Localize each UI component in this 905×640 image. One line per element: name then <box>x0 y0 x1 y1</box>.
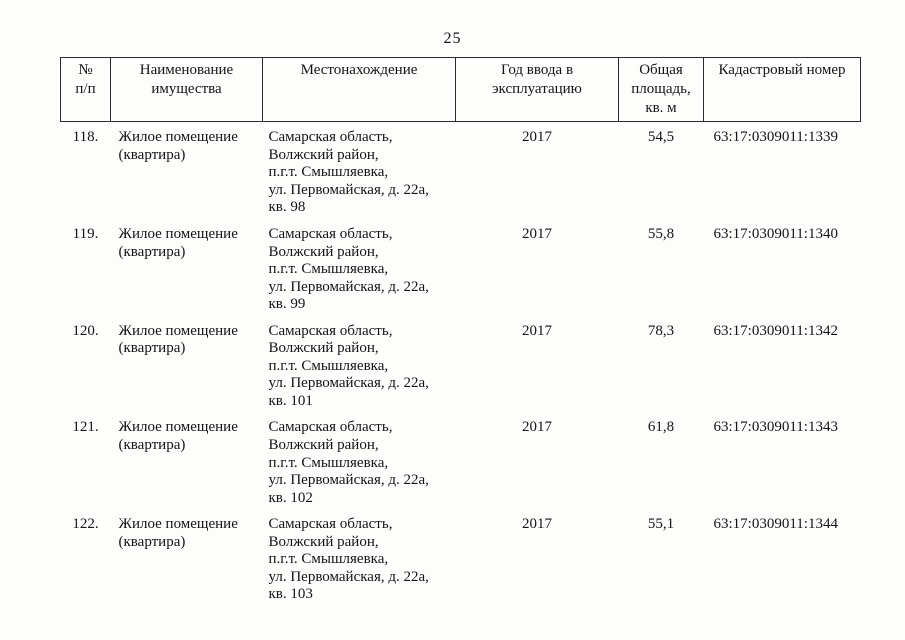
table-row: 118. Жилое помещение (квартира) Самарская … <box>61 122 861 219</box>
cell-location: Самарская область, Волжский район, п.г.т… <box>268 516 429 603</box>
cell-cadastral-number: 63:17:0309011:1340 <box>713 225 838 242</box>
cell-total-area: 54,5 <box>647 129 675 146</box>
cell-cadastral-number: 63:17:0309011:1342 <box>713 322 838 339</box>
cell-commissioning-year: 2017 <box>522 129 552 146</box>
cell-location: Самарская область, Волжский район, п.г.т… <box>268 225 429 313</box>
table-row: 121. Жилое помещение (квартира) Самарская … <box>61 412 861 509</box>
cell-location: Самарская область, Волжский район, п.г.т… <box>268 129 429 216</box>
header-cadastral-number: Кадастровый номер <box>703 56 861 123</box>
header-property-name: Наименование имущества <box>110 56 263 123</box>
table-header-row: № п/п Наименование имущества Местонахожд… <box>60 56 861 123</box>
header-total-area: Общая площадь, кв. м <box>618 56 704 123</box>
header-number: № п/п <box>60 56 111 123</box>
cell-property-name: Жилое помещение (квартира) <box>118 419 238 453</box>
cell-location: Самарская область, Волжский район, п.г.т… <box>268 419 429 506</box>
property-table: № п/п Наименование имущества Местонахожд… <box>60 56 861 606</box>
cell-location: Самарская область, Волжский район, п.г.т… <box>268 322 429 409</box>
cell-number: 120. <box>72 322 99 339</box>
cell-property-name: Жилое помещение (квартира) <box>118 129 238 163</box>
page-number: 25 <box>443 30 462 47</box>
cell-cadastral-number: 63:17:0309011:1343 <box>713 419 838 436</box>
cell-commissioning-year: 2017 <box>522 225 552 242</box>
table-row: 119. Жилое помещение (квартира) Самарская … <box>61 219 861 316</box>
cell-number: 118. <box>72 129 99 146</box>
cell-number: 122. <box>72 516 99 533</box>
cell-cadastral-number: 63:17:0309011:1339 <box>713 129 838 146</box>
cell-number: 121. <box>72 419 99 436</box>
header-location: Местонахождение <box>262 56 456 123</box>
cell-property-name: Жилое помещение (квартира) <box>118 322 238 357</box>
cell-commissioning-year: 2017 <box>522 516 552 533</box>
cell-total-area: 61,8 <box>647 419 675 436</box>
cell-total-area: 78,3 <box>647 322 675 339</box>
cell-total-area: 55,1 <box>647 516 675 533</box>
table-header: № п/п Наименование имущества Местонахожд… <box>60 56 861 123</box>
cell-cadastral-number: 63:17:0309011:1344 <box>713 516 838 533</box>
cell-number: 119. <box>72 225 99 242</box>
cell-commissioning-year: 2017 <box>522 322 552 339</box>
cell-property-name: Жилое помещение (квартира) <box>118 225 238 260</box>
cell-property-name: Жилое помещение (квартира) <box>118 516 238 550</box>
header-commissioning-year: Год ввода в эксплуатацию <box>455 56 619 123</box>
cell-commissioning-year: 2017 <box>522 419 552 436</box>
table-row: 122. Жилое помещение (квартира) Самарская … <box>61 509 861 606</box>
table-row: 120. Жилое помещение (квартира) Самарская … <box>61 316 861 413</box>
table-body: 118. Жилое помещение (квартира) Самарская … <box>61 122 861 606</box>
cell-total-area: 55,8 <box>647 225 675 242</box>
